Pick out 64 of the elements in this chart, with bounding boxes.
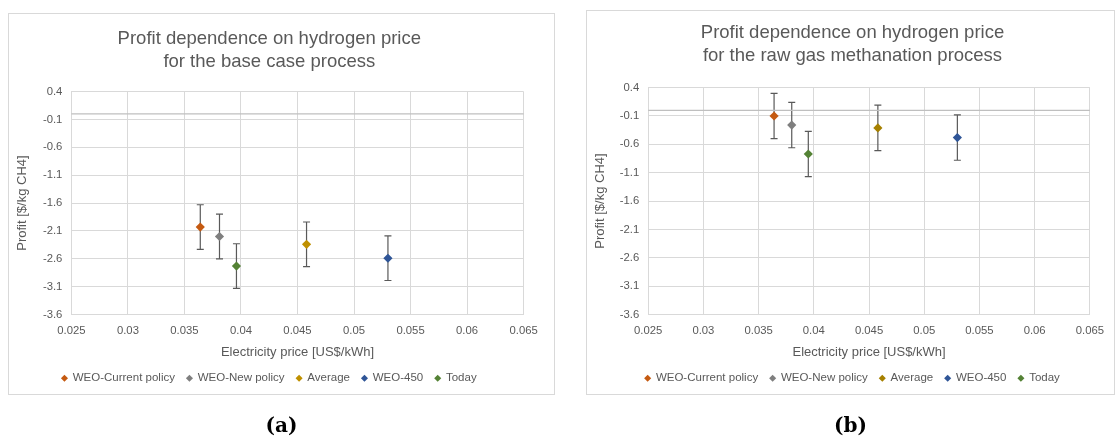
y-axis-title: Profit [$/kg CH4] <box>14 155 30 251</box>
point <box>787 120 797 130</box>
point <box>952 132 962 143</box>
y-tick-label: -0.1 <box>619 109 640 122</box>
legend-label: WEO-Current policy <box>655 371 759 384</box>
chart-title: Profit dependence on hydrogen price for the raw gas methanation process <box>700 21 1005 65</box>
legend-label: WEO-New policy <box>780 371 869 384</box>
chart-title: Profit dependence on hydrogen price for the base case process <box>117 27 422 71</box>
y-tick-label: -2.6 <box>42 251 63 264</box>
y-tick-label: -1.6 <box>619 194 640 207</box>
legend-label: Average <box>890 371 934 384</box>
legend-label: WEO-Current policy <box>72 371 176 384</box>
y-tick-label: -1.1 <box>42 168 63 181</box>
text: (b) <box>833 413 868 437</box>
x-axis-title: Electricity price [US$/kWh] <box>220 344 375 360</box>
y-tick-label: -2.6 <box>619 250 640 263</box>
x-tick-label: 0.04 <box>802 324 825 337</box>
legend-label: Today <box>445 371 477 384</box>
x-tick-label: 0.05 <box>343 324 366 337</box>
y-tick-label: -3.6 <box>42 307 63 320</box>
x-tick-label: 0.035 <box>170 324 199 337</box>
point <box>301 239 312 249</box>
x-tick-label: 0.045 <box>854 324 884 337</box>
legend-label: Today <box>1029 371 1061 384</box>
x-tick-label: 0.03 <box>692 324 715 337</box>
y-tick-label: -3.1 <box>42 279 63 292</box>
y-tick-label: 0.4 <box>46 84 63 97</box>
y-tick-label: -3.1 <box>619 279 640 292</box>
x-tick-label: 0.065 <box>1075 324 1105 337</box>
y-tick-label: -1.1 <box>619 165 640 178</box>
y-tick-label: -2.1 <box>42 224 63 237</box>
y-tick-label: -0.6 <box>619 137 640 150</box>
x-tick-label: 0.025 <box>634 324 663 337</box>
point <box>803 149 813 159</box>
legend-label: WEO-New policy <box>197 371 285 384</box>
x-tick-label: 0.025 <box>57 324 86 337</box>
point <box>873 123 883 133</box>
point <box>214 231 225 242</box>
text: (a) <box>264 413 299 437</box>
x-tick-label: 0.055 <box>965 324 994 337</box>
x-tick-label: 0.05 <box>913 324 936 337</box>
x-axis-title: Electricity price [US$/kWh] <box>792 344 946 360</box>
y-axis-title: Profit [$/kg CH4] <box>592 153 608 249</box>
point <box>769 111 779 121</box>
y-tick-label: -0.1 <box>42 112 63 125</box>
x-tick-label: 0.06 <box>456 324 479 337</box>
x-tick-label: 0.06 <box>1023 324 1046 337</box>
y-tick-label: 0.4 <box>623 80 640 93</box>
y-tick-label: -0.6 <box>42 140 63 153</box>
legend-label: WEO-450 <box>955 371 1007 384</box>
x-tick-label: 0.055 <box>396 324 425 337</box>
point <box>383 253 393 263</box>
x-tick-label: 0.045 <box>283 324 312 337</box>
x-tick-label: 0.04 <box>229 324 252 337</box>
y-tick-label: -3.6 <box>619 307 640 320</box>
point <box>231 261 242 271</box>
x-tick-label: 0.065 <box>509 324 538 337</box>
legend-label: Average <box>307 371 350 384</box>
x-tick-label: 0.035 <box>744 324 773 337</box>
y-tick-label: -1.6 <box>42 196 63 209</box>
legend-label: WEO-450 <box>372 371 424 384</box>
y-tick-label: -2.1 <box>619 222 640 235</box>
x-tick-label: 0.03 <box>116 324 139 337</box>
point <box>195 222 205 232</box>
